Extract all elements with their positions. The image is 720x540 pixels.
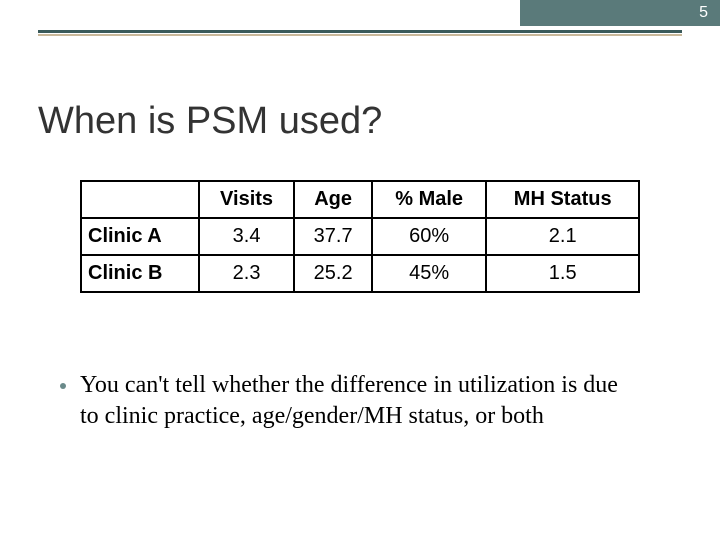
table-cell: 2.1 (486, 218, 639, 255)
bullet-dot-icon (60, 383, 66, 389)
accent-line-dark (38, 30, 682, 33)
data-table: Visits Age % Male MH Status Clinic A 3.4… (80, 180, 640, 293)
table-cell: 2.3 (199, 255, 295, 292)
table-cell: 25.2 (294, 255, 372, 292)
bullet-item: You can't tell whether the difference in… (60, 370, 640, 432)
header-accent-bar (520, 0, 720, 26)
table-cell: 60% (372, 218, 486, 255)
table-header-male: % Male (372, 181, 486, 218)
table-header-visits: Visits (199, 181, 295, 218)
bullet-text: You can't tell whether the difference in… (80, 370, 640, 432)
table-row-label: Clinic A (81, 218, 199, 255)
table-header-age: Age (294, 181, 372, 218)
table-header-blank (81, 181, 199, 218)
slide-title: When is PSM used? (38, 100, 382, 143)
table-cell: 3.4 (199, 218, 295, 255)
table-row: Clinic B 2.3 25.2 45% 1.5 (81, 255, 639, 292)
table-row: Clinic A 3.4 37.7 60% 2.1 (81, 218, 639, 255)
table-cell: 1.5 (486, 255, 639, 292)
table-header-row: Visits Age % Male MH Status (81, 181, 639, 218)
table-header-mh: MH Status (486, 181, 639, 218)
table-cell: 37.7 (294, 218, 372, 255)
bullet-list: You can't tell whether the difference in… (60, 370, 640, 432)
table-row-label: Clinic B (81, 255, 199, 292)
table-cell: 45% (372, 255, 486, 292)
accent-line-light (38, 34, 682, 36)
slide-number: 5 (699, 4, 708, 22)
